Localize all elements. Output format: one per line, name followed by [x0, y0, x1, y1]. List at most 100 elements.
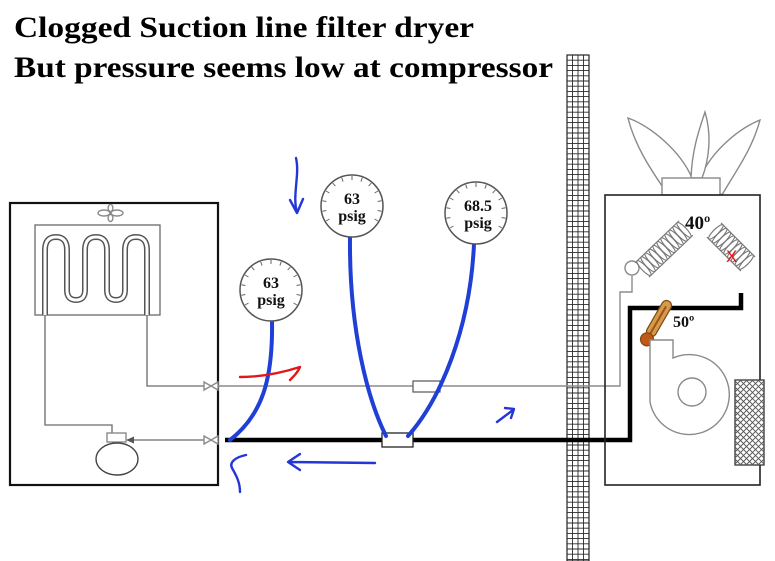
gauge-tick	[501, 217, 506, 219]
pressure-gauge-icon: 63 psig	[320, 174, 384, 238]
gauge-tick	[456, 189, 460, 194]
air-handler-cabinet	[604, 194, 761, 486]
filter-hatch-line	[734, 446, 754, 466]
gauge-unit: psig	[257, 292, 285, 309]
curved-arrow-annotation	[230, 453, 248, 494]
coil-temperature: 40º	[685, 213, 710, 234]
gauge-tick	[244, 302, 249, 306]
gauge-tick	[293, 274, 298, 278]
gauge-tick	[360, 177, 363, 182]
filter-hatch-line	[734, 440, 760, 466]
filter-dryer-icon	[381, 432, 414, 448]
filter-hatch-line	[734, 379, 742, 387]
filter-hatch-line	[739, 379, 765, 405]
gauge-tick	[341, 177, 344, 182]
gauge-ticks	[322, 176, 382, 222]
suction-line	[225, 293, 744, 443]
supply-air-temperature: 50º	[673, 314, 694, 331]
filter-hatch-line	[734, 422, 765, 453]
filter-hatch-line	[751, 452, 765, 466]
gauge-unit: psig	[464, 215, 492, 232]
air-handler: 40º X 50º	[604, 109, 765, 486]
pressure-gauge-icon: 68.5 psig	[444, 181, 508, 245]
gauge-tick	[498, 225, 503, 229]
coil-loop	[738, 254, 754, 270]
condensing-unit	[8, 201, 220, 487]
fan-icon	[97, 203, 124, 223]
flow-arrow-icon	[126, 436, 134, 444]
gauge-tick	[377, 210, 382, 212]
condenser-coil	[42, 233, 150, 315]
filter-hatch-line	[734, 379, 754, 399]
gauge-tick	[446, 217, 451, 219]
filter-hatch-line	[734, 379, 748, 393]
red-arrow-annotation	[238, 365, 302, 382]
gauge-tick	[501, 207, 506, 209]
arrow-down-annotation	[288, 156, 305, 215]
wall-grid	[567, 55, 589, 561]
gauge-hose	[347, 235, 388, 438]
pressure-gauge-icon: 63 psig	[239, 258, 303, 322]
gauge-tick	[241, 284, 246, 286]
gauge-ticks	[241, 260, 301, 306]
filter-hatch-line	[734, 428, 765, 459]
gauge-tick	[325, 190, 330, 194]
filter-hatch-line	[734, 398, 765, 429]
gauge-tick	[296, 284, 301, 286]
gauge-tick	[368, 182, 372, 187]
coil-loop	[711, 227, 728, 244]
gauge-tick	[446, 207, 451, 209]
filter-hatch-line	[734, 416, 765, 447]
title-line-1: Clogged Suction line filter dryer	[14, 11, 474, 44]
gauge-tick	[498, 197, 503, 201]
gauge-reading: 63	[263, 275, 279, 292]
annotations	[230, 156, 516, 494]
coil-loop	[715, 231, 732, 248]
gauge-reading: 68.5	[464, 198, 492, 215]
gauge-reading: 63	[344, 191, 360, 208]
filter-hatch-line	[734, 379, 760, 405]
liquid-line-internal	[146, 315, 204, 387]
filter-hatch-line	[734, 410, 765, 441]
gauge-face	[444, 181, 508, 245]
gauge-ticks	[446, 183, 506, 229]
supply-diffuser-icon	[627, 109, 762, 197]
gauge-tick	[322, 210, 327, 212]
filter-hatch-line	[751, 379, 765, 393]
gauge-tick	[251, 266, 255, 271]
filter-hatch-line	[734, 458, 742, 466]
filter-hatch-line	[734, 392, 765, 423]
arrow-left-annotation	[286, 452, 377, 472]
air-filter-icon	[734, 379, 765, 466]
gauge-face	[320, 174, 384, 238]
filter-hatch-line	[734, 434, 765, 465]
gauge-tick	[449, 225, 454, 229]
gauge-tick	[322, 200, 327, 202]
gauge-tick	[296, 294, 301, 296]
gauge-face	[239, 258, 303, 322]
gauge-tick	[449, 197, 454, 201]
gauge-tick	[287, 266, 291, 271]
thermometer-icon	[639, 299, 673, 347]
gauge-tick	[492, 189, 496, 194]
blower-icon	[649, 339, 730, 436]
gauge-tick	[465, 184, 468, 189]
filter-hatch-line	[739, 440, 765, 466]
gauge-tick	[279, 261, 282, 266]
evaporator-coil-icon	[706, 222, 756, 272]
condenser-coil-frame	[34, 224, 161, 316]
filter-hatch-line	[734, 386, 765, 417]
filter-hatch-line	[734, 404, 765, 435]
evaporator-coil-icon	[634, 220, 694, 278]
gauge-hose	[406, 242, 476, 438]
building-wall	[566, 54, 590, 561]
gauge-tick	[377, 200, 382, 202]
gauge-unit: psig	[338, 208, 366, 225]
gauge-tick	[244, 274, 249, 278]
filter-hatch-line	[745, 446, 765, 466]
gauge-hose	[228, 319, 275, 442]
filter-hatch-line	[734, 380, 765, 411]
gauge-tick	[325, 218, 330, 222]
